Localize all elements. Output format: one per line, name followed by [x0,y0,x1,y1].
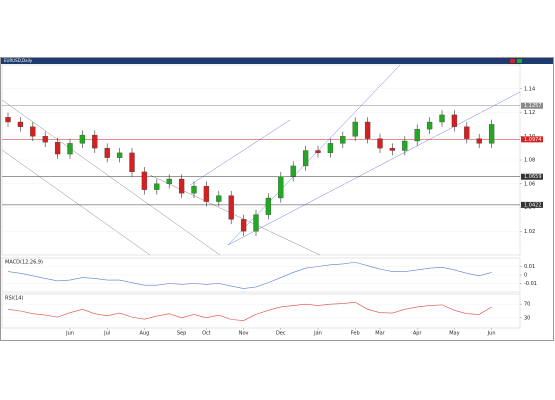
candle-body [191,185,197,194]
level-label: 1.0659 [524,174,542,180]
candle-body [265,197,272,215]
x-tick-label: Jun [65,331,74,337]
y-tick-label: 1.12 [524,110,535,116]
candle-body [451,114,458,127]
x-tick-label: Jul [103,331,110,337]
candle-body [178,178,185,194]
y-tick-label: 0.01 [524,264,535,270]
y-tick-label: -0.01 [524,281,537,287]
candle-body [377,138,383,149]
candle-body [476,138,482,144]
level-tag [521,136,543,143]
candle-body [216,195,222,202]
level-label: 1.0974 [524,137,542,143]
candle-body [278,176,284,199]
trend-lines [1,64,521,256]
level-label: 1.1257 [524,103,542,109]
candle-body [302,150,309,167]
y-tick-label: 1.14 [524,86,535,92]
candle-body [5,117,11,123]
candle-body [166,178,172,184]
x-tick-label: Dec [276,331,286,337]
candle-body [104,147,110,158]
candle-body [315,150,321,154]
candle-body [290,165,296,177]
level-tag [521,102,543,109]
candle-body [154,183,160,190]
candle-body [488,124,495,144]
channel-line [149,174,321,256]
indicator-name: MACD(12,26,9) [5,260,43,266]
y-tick-label: 1.02 [524,229,535,235]
candle-body [116,152,123,158]
level-tag [521,173,543,180]
candle-body [414,128,420,142]
x-tick-label: Jun [487,331,496,337]
x-tick-label: Sep [177,331,186,337]
y-tick-label: 30 [524,315,530,321]
x-tick-label: May [449,331,459,337]
title-bar [1,58,553,64]
x-tick-label: Aug [140,331,150,337]
indicator-pane [1,293,521,329]
level-label: 1.0422 [524,202,542,208]
candle-body [129,152,135,173]
toolbar-button[interactable] [517,59,522,63]
candle-body [228,195,234,220]
candle-body [439,114,445,123]
candle-body [364,121,371,139]
x-tick-label: Jan [313,331,322,337]
candle-body [30,126,36,137]
candle-body [17,121,24,127]
candle-body [402,140,408,151]
trend-line [189,119,291,186]
candle-body [340,136,346,144]
level-tag [521,201,543,208]
symbol-title: EURUSD,Daily [4,58,33,63]
toolbar-button[interactable] [510,59,515,63]
y-tick-label: 0 [524,273,527,279]
candle-body [253,214,259,232]
x-tick-label: Apr [413,331,423,337]
candle-body [240,219,247,232]
indicator-line [7,261,492,289]
candle-body [327,143,334,154]
candle-body [54,142,61,155]
window-frame [0,57,554,341]
channel-line [1,99,221,256]
y-tick-label: 1.08 [524,158,535,164]
indicator-name: RSI(14) [5,296,23,302]
trend-line [227,91,521,246]
candle-body [352,121,358,137]
candle-body [141,171,148,190]
y-tick-label: 1.04 [524,205,535,211]
x-tick-label: Nov [239,331,249,337]
channel-line [1,149,151,256]
candle-body [42,136,48,143]
x-tick-label: Mar [375,331,385,337]
candle-body [79,134,86,144]
candle-body [203,185,210,202]
x-tick-label: Oct [202,331,211,337]
indicator-line [7,301,492,321]
x-tick-label: Feb [351,331,360,337]
candle-body [464,126,470,139]
y-tick-label: 1.06 [524,181,535,187]
candle-body [389,147,396,151]
candle-body [92,134,98,149]
y-tick-label: 70 [524,302,530,308]
candle-body [67,143,73,155]
candle-body [426,121,433,130]
